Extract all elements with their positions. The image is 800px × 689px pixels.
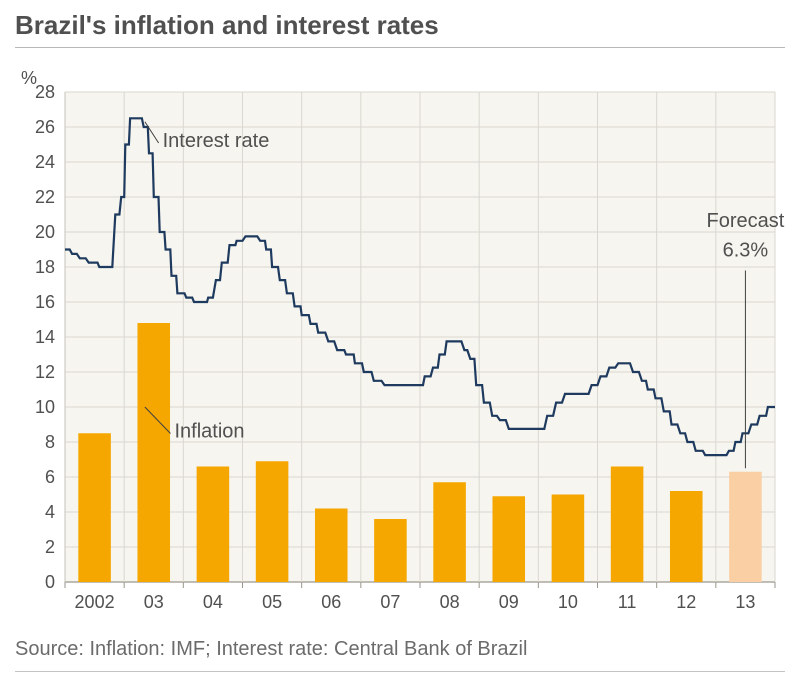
bar	[197, 467, 230, 583]
title-rule	[15, 47, 785, 48]
interest-rate-label: Interest rate	[163, 130, 270, 152]
x-tick-label: 10	[558, 592, 578, 612]
plot-area: 0246810121416182022242628%20020304050607…	[15, 62, 785, 622]
y-tick-label: 12	[35, 362, 55, 382]
chart-title: Brazil's inflation and interest rates	[15, 10, 785, 41]
x-tick-label: 12	[676, 592, 696, 612]
bar	[78, 433, 111, 582]
y-tick-label: 14	[35, 327, 55, 347]
bar	[492, 496, 525, 582]
x-tick-label: 06	[321, 592, 341, 612]
y-tick-label: 28	[35, 82, 55, 102]
source-text: Source: Inflation: IMF; Interest rate: C…	[15, 638, 785, 661]
forecast-value: 6.3%	[723, 240, 769, 262]
x-tick-label: 09	[499, 592, 519, 612]
inflation-label: Inflation	[174, 421, 244, 443]
y-tick-label: 4	[45, 502, 55, 522]
y-tick-label: 8	[45, 432, 55, 452]
x-tick-label: 07	[380, 592, 400, 612]
y-tick-label: 0	[45, 572, 55, 592]
x-tick-label: 04	[203, 592, 223, 612]
footer-rule	[15, 671, 785, 672]
x-tick-label: 03	[144, 592, 164, 612]
forecast-label: Forecast	[707, 210, 785, 232]
y-tick-label: 10	[35, 397, 55, 417]
y-tick-label: 6	[45, 467, 55, 487]
bar	[552, 495, 585, 583]
y-tick-label: 18	[35, 257, 55, 277]
x-tick-label: 08	[440, 592, 460, 612]
y-tick-label: 22	[35, 187, 55, 207]
bar-forecast	[729, 472, 762, 582]
y-tick-label: 24	[35, 152, 55, 172]
x-tick-label: 05	[262, 592, 282, 612]
x-tick-label: 2002	[75, 592, 115, 612]
bar	[374, 519, 407, 582]
bar	[611, 467, 644, 583]
bar	[256, 461, 289, 582]
y-tick-label: 16	[35, 292, 55, 312]
y-axis-title: %	[21, 68, 37, 88]
chart-svg: 0246810121416182022242628%20020304050607…	[15, 62, 785, 622]
bar	[137, 323, 170, 582]
bar	[315, 509, 348, 583]
chart-container: Brazil's inflation and interest rates 02…	[15, 10, 785, 672]
y-tick-label: 2	[45, 537, 55, 557]
x-tick-label: 11	[618, 592, 637, 612]
bar	[433, 482, 466, 582]
y-tick-label: 20	[35, 222, 55, 242]
x-tick-label: 13	[735, 592, 755, 612]
bar	[670, 491, 703, 582]
y-tick-label: 26	[35, 117, 55, 137]
